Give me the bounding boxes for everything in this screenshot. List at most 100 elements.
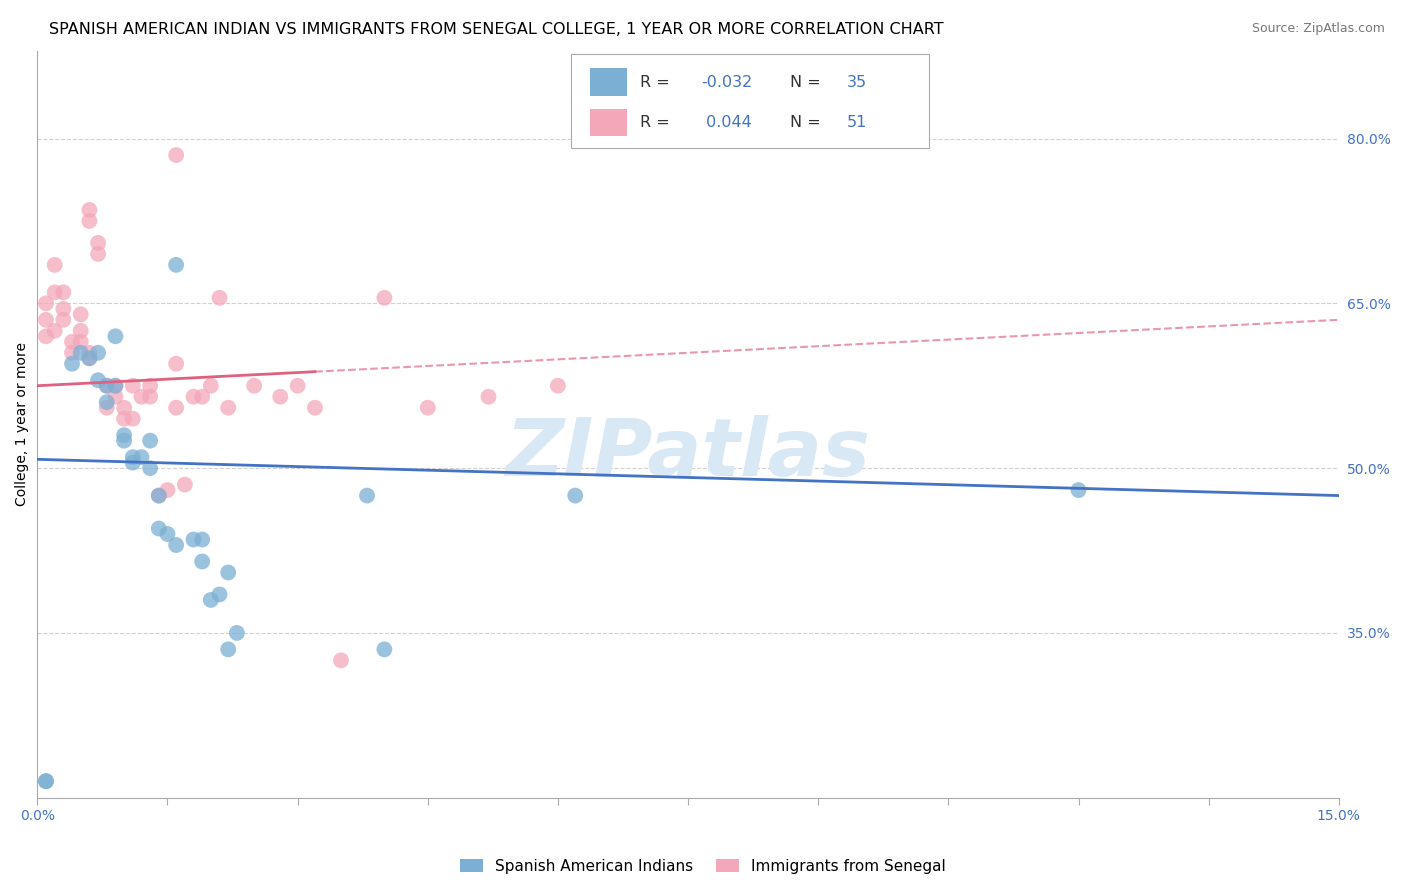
Point [104,378,127,392]
Text: N =: N = [790,115,825,130]
Point [165,357,187,371]
Point [217,642,239,657]
FancyBboxPatch shape [571,54,929,148]
Text: SPANISH AMERICAN INDIAN VS IMMIGRANTS FROM SENEGAL COLLEGE, 1 YEAR OR MORE CORRE: SPANISH AMERICAN INDIAN VS IMMIGRANTS FR… [49,22,943,37]
Bar [591,109,627,136]
Point [416,401,439,415]
Point [373,642,395,657]
Point [35,774,58,789]
Point [87,235,110,250]
Point [121,378,143,392]
Point [208,291,231,305]
Point [173,477,195,491]
Point [183,390,205,404]
Point [183,533,205,547]
Point [96,401,118,415]
Point [96,378,118,392]
Point [148,489,170,503]
Point [547,378,569,392]
Point [44,258,66,272]
Point [373,291,395,305]
Point [165,148,187,162]
Point [243,378,266,392]
Point [87,345,110,359]
Bar [591,69,627,96]
Point [52,285,75,300]
Point [217,401,239,415]
Point [79,202,101,217]
Point [79,351,101,366]
Legend: Spanish American Indians, Immigrants from Senegal: Spanish American Indians, Immigrants fro… [454,853,952,880]
Point [165,258,187,272]
Point [69,334,91,349]
Point [217,566,239,580]
Point [1067,483,1090,497]
Point [60,345,83,359]
Point [156,483,179,497]
Point [112,434,135,448]
Text: 51: 51 [846,115,868,130]
Point [156,527,179,541]
Point [330,653,353,667]
Point [60,334,83,349]
Point [69,307,91,321]
Text: 35: 35 [846,75,868,90]
Point [35,313,58,327]
Point [44,285,66,300]
Text: R =: R = [640,75,675,90]
Point [69,324,91,338]
Point [104,390,127,404]
Point [148,489,170,503]
Point [96,395,118,409]
Point [200,378,222,392]
Point [356,489,378,503]
Point [79,345,101,359]
Point [121,456,143,470]
Point [112,401,135,415]
Point [69,345,91,359]
Text: N =: N = [790,75,825,90]
Point [304,401,326,415]
Point [191,533,214,547]
Point [121,450,143,464]
Point [131,450,153,464]
Point [44,324,66,338]
Point [200,593,222,607]
Point [165,401,187,415]
Point [52,313,75,327]
Point [131,390,153,404]
Y-axis label: College, 1 year or more: College, 1 year or more [15,343,30,506]
Point [139,461,162,475]
Text: R =: R = [640,115,675,130]
Point [79,351,101,366]
Point [139,434,162,448]
Point [121,411,143,425]
Text: 0.044: 0.044 [702,115,752,130]
Point [35,296,58,310]
Point [287,378,309,392]
Point [35,774,58,789]
Point [139,390,162,404]
Text: ZIPatlas: ZIPatlas [506,415,870,493]
Point [139,378,162,392]
Point [208,587,231,601]
Point [60,357,83,371]
Text: Source: ZipAtlas.com: Source: ZipAtlas.com [1251,22,1385,36]
Point [112,428,135,442]
Point [191,554,214,568]
Point [52,301,75,316]
Point [269,390,291,404]
Point [87,247,110,261]
Point [87,373,110,387]
Point [96,378,118,392]
Point [477,390,499,404]
Text: -0.032: -0.032 [702,75,752,90]
Point [191,390,214,404]
Point [104,378,127,392]
Point [564,489,586,503]
Point [104,329,127,343]
Point [35,329,58,343]
Point [112,411,135,425]
Point [165,538,187,552]
Point [148,522,170,536]
